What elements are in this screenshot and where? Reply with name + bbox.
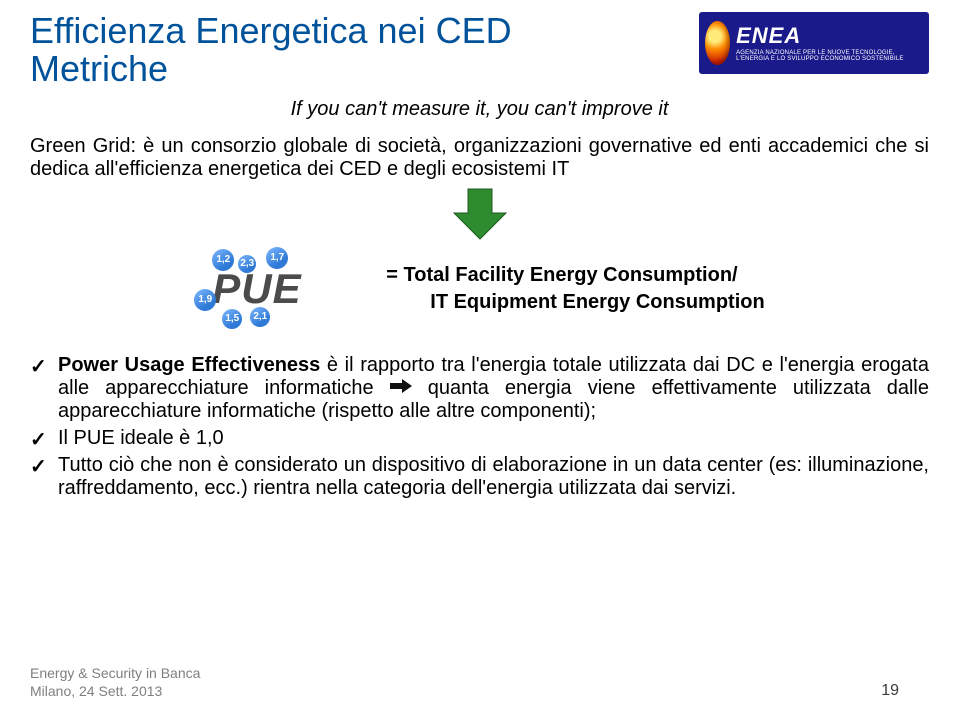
bullet-text: Il PUE ideale è 1,0	[58, 427, 224, 449]
green-grid-label: Green Grid	[30, 135, 131, 157]
bullet-text: Tutto ciò che non è considerato un dispo…	[58, 454, 929, 499]
footer-event: Energy & Security in Banca	[30, 665, 200, 683]
title-line-2: Metriche	[30, 50, 512, 88]
pue-bubble: 1,7	[266, 247, 288, 269]
pue-bubble: 1,5	[222, 309, 242, 329]
quote: If you can't measure it, you can't impro…	[30, 98, 929, 121]
title-line-1: Efficienza Energetica nei CED	[30, 12, 512, 50]
enea-logo-subtitle: AGENZIA NAZIONALE PER LE NUOVE TECNOLOGI…	[736, 50, 923, 62]
bullet-lead: Power Usage Effectiveness	[58, 354, 320, 376]
pue-row: PUE 1,2 2,3 1,7 1,9 1,5 2,1 = Total Faci…	[30, 247, 929, 332]
slide: Efficienza Energetica nei CED Metriche E…	[0, 0, 959, 718]
header: Efficienza Energetica nei CED Metriche E…	[30, 12, 929, 88]
down-arrow-row	[30, 187, 929, 241]
green-grid-desc: : è un consorzio globale di società, org…	[30, 135, 929, 180]
enea-logo-sun-icon	[705, 21, 730, 65]
bullet-list: Power Usage Effectiveness è il rapporto …	[30, 354, 929, 500]
footer-date: Milano, 24 Sett. 2013	[30, 683, 200, 701]
enea-logo: ENEA AGENZIA NAZIONALE PER LE NUOVE TECN…	[699, 12, 929, 74]
down-arrow-icon	[450, 187, 510, 241]
title-block: Efficienza Energetica nei CED Metriche	[30, 12, 512, 88]
footer-left: Energy & Security in Banca Milano, 24 Se…	[30, 665, 200, 700]
enea-logo-text: ENEA AGENZIA NAZIONALE PER LE NUOVE TECN…	[736, 25, 923, 62]
pue-formula-line-2: IT Equipment Energy Consumption	[386, 289, 764, 316]
pue-bubble: 2,3	[238, 255, 256, 273]
pue-formula-line-1: = Total Facility Energy Consumption/	[386, 262, 764, 289]
green-grid-paragraph: Green Grid: è un consorzio globale di so…	[30, 135, 929, 181]
pue-bubble: 2,1	[250, 307, 270, 327]
pue-formula: = Total Facility Energy Consumption/ IT …	[386, 262, 764, 316]
pue-bubble: 1,2	[212, 249, 234, 271]
enea-logo-brand: ENEA	[736, 25, 923, 47]
page-number: 19	[881, 682, 929, 700]
bullet-item: Tutto ciò che non è considerato un dispo…	[30, 454, 929, 500]
bullet-item: Il PUE ideale è 1,0	[30, 427, 929, 450]
pue-bubble: 1,9	[194, 289, 216, 311]
right-arrow-icon	[390, 376, 412, 399]
bullet-item: Power Usage Effectiveness è il rapporto …	[30, 354, 929, 423]
pue-word: PUE	[212, 265, 301, 313]
footer: Energy & Security in Banca Milano, 24 Se…	[30, 665, 929, 700]
pue-badge: PUE 1,2 2,3 1,7 1,9 1,5 2,1	[194, 247, 364, 332]
